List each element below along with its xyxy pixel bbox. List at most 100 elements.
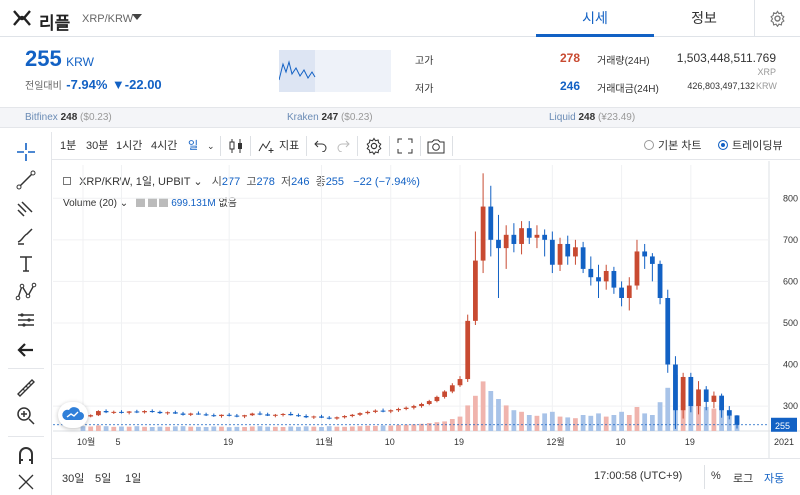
low-label: 저 [280, 176, 292, 188]
indicators-button[interactable]: 지표 [279, 140, 300, 152]
text-tool-icon[interactable] [14, 252, 38, 276]
collapse-legend-icon[interactable] [63, 177, 71, 185]
tab-price[interactable]: 시세 [536, 0, 654, 37]
candle-body [688, 376, 694, 407]
volume-bar [172, 426, 178, 431]
chart-bottom-bar: 30일 5일 1일 17:00:58 (UTC+9) % 로그 자동 [52, 458, 800, 495]
candle-body [157, 411, 163, 414]
candle-body [357, 413, 363, 415]
candle-type-icon[interactable] [228, 138, 244, 154]
eye-icon[interactable] [135, 198, 145, 207]
brush-icon[interactable] [14, 224, 38, 248]
volume-bar [342, 426, 347, 431]
volume-bar [242, 427, 247, 431]
candle-body [365, 411, 371, 414]
candle-body [257, 413, 263, 415]
crosshair-icon[interactable] [14, 140, 38, 164]
range-5d[interactable]: 5일 [95, 473, 112, 485]
price-tick-label: 300 [783, 401, 798, 411]
volume-extra: 없음 [218, 198, 237, 209]
toolbar-divider [389, 136, 390, 156]
coin-name: 리플 [39, 14, 71, 33]
auto-toggle[interactable]: 자동 [764, 473, 785, 485]
exchange-liquid: Liquid 248 (¥23.49) [549, 112, 636, 123]
fib-tool-icon[interactable] [14, 196, 38, 220]
percent-toggle[interactable]: % [711, 470, 721, 482]
candle-body [180, 413, 186, 415]
candle-body [149, 411, 155, 413]
high-value: 278 [559, 51, 580, 65]
settings-small-icon[interactable] [147, 198, 157, 207]
fullscreen-icon[interactable] [397, 138, 413, 154]
volume-bar [272, 426, 278, 431]
candle-body [665, 298, 671, 365]
candle-body [603, 270, 609, 282]
interval-dropdown-icon[interactable]: ⌄ [207, 141, 215, 151]
redo-icon[interactable] [336, 140, 350, 152]
coin-dropdown-icon[interactable] [132, 14, 142, 20]
camera-icon[interactable] [427, 138, 445, 154]
candle-body [372, 410, 378, 412]
time-tick-label: 19 [223, 437, 233, 447]
volume-bar [726, 410, 732, 431]
volume-bar [211, 426, 217, 431]
candle-body [588, 268, 594, 278]
candle-body [657, 263, 663, 298]
tradingview-option[interactable]: 트레이딩뷰 [718, 132, 783, 160]
basic-chart-option[interactable]: 기본 차트 [644, 132, 702, 160]
candlestick-chart[interactable]: 300 400 500 600 700 800 10월 5 19 11월 10 19 12월 10 19 20… [53, 161, 800, 458]
log-toggle[interactable]: 로그 [733, 473, 754, 485]
tab-info[interactable]: 정보 [691, 10, 717, 26]
interval-30m[interactable]: 30분 [86, 140, 109, 152]
range-30d[interactable]: 30일 [62, 473, 85, 485]
range-1d[interactable]: 1일 [125, 473, 142, 485]
candle-body [519, 228, 524, 244]
magnet-icon[interactable] [14, 444, 38, 468]
interval-1h[interactable]: 1시간 [116, 140, 143, 152]
volume-24h-label: 거래량(24H) [597, 56, 650, 67]
candle-body [611, 270, 617, 288]
volume-bar [403, 424, 409, 431]
symbol-dropdown-icon: ⌄ [190, 176, 206, 188]
candle-body [165, 412, 171, 414]
zoom-in-icon[interactable] [14, 404, 38, 428]
volume-bar [596, 413, 601, 431]
candle-body [557, 243, 563, 265]
volume-bar [534, 415, 540, 431]
time-tick-label: 10 [385, 437, 395, 447]
pattern-tool-icon[interactable] [14, 280, 38, 304]
high-value: 278 [256, 176, 275, 188]
interval-1m[interactable]: 1분 [60, 140, 77, 152]
back-arrow-icon[interactable] [14, 338, 38, 362]
tradingview-badge[interactable] [58, 402, 88, 428]
low-value: 246 [291, 176, 310, 188]
candle-body [573, 247, 578, 257]
interval-4h[interactable]: 4시간 [151, 140, 178, 152]
chart-symbol[interactable]: XRP/KRW, 1일, UPBIT [79, 176, 191, 188]
low-value: 246 [559, 79, 580, 93]
candle-body [172, 412, 178, 414]
candle-body [103, 411, 109, 413]
volume-bar [573, 418, 578, 431]
candle-body [649, 256, 655, 264]
chart-settings-icon[interactable] [365, 137, 383, 155]
trendline-icon[interactable] [14, 168, 38, 192]
candle-body [496, 239, 501, 249]
amount-24h-unit: KRW [756, 81, 777, 91]
candle-body [480, 206, 486, 261]
ruler-icon[interactable] [14, 376, 38, 400]
volume-bar [311, 426, 317, 431]
price-tick-label: 800 [783, 193, 798, 203]
lock-drawing-icon[interactable] [14, 470, 38, 494]
close-small-icon[interactable] [159, 198, 169, 207]
candle-body [711, 395, 717, 402]
xrp-logo-icon [13, 10, 31, 26]
volume-bar [280, 427, 286, 431]
indicators-icon[interactable] [258, 139, 276, 153]
undo-icon[interactable] [314, 140, 328, 152]
prediction-tool-icon[interactable] [14, 308, 38, 332]
tradingview-radio[interactable] [718, 140, 728, 150]
interval-day[interactable]: 일 [188, 140, 199, 152]
gear-icon[interactable] [769, 10, 786, 27]
basic-chart-radio[interactable] [644, 140, 654, 150]
